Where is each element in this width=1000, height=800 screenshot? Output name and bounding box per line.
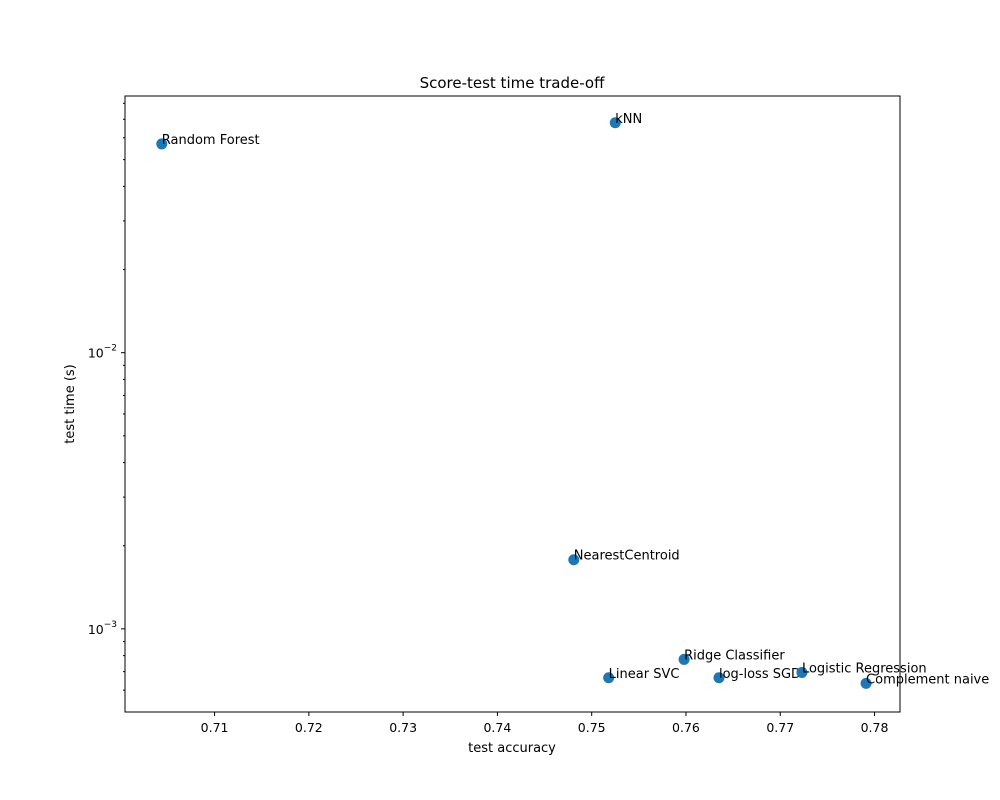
x-tick-label: 0.73 [389, 720, 417, 735]
data-point [678, 653, 690, 665]
data-point [568, 554, 580, 566]
data-point-label: Linear SVC [609, 667, 680, 682]
data-point [713, 672, 725, 684]
data-point [860, 677, 872, 689]
chart-title: Score-test time trade-off [420, 74, 606, 92]
x-tick-label: 0.71 [201, 720, 229, 735]
x-tick-label: 0.78 [861, 720, 889, 735]
data-point-label: kNN [615, 112, 642, 127]
y-tick-label: 10−3 [88, 620, 117, 637]
plot-frame [124, 95, 901, 713]
x-axis-ticks: 0.71 0.72 0.73 0.74 0.75 0.76 0.77 0.78 [201, 712, 889, 735]
y-axis-label: test time (s) [63, 364, 78, 444]
y-axis-ticks: 10−3 10−2 [88, 102, 125, 691]
x-tick-label: 0.72 [295, 720, 323, 735]
data-point-label: Random Forest [162, 133, 260, 148]
data-point-label: Complement naive [866, 672, 989, 687]
data-point-label: log-loss SGD [719, 667, 801, 682]
data-point-label: NearestCentroid [574, 549, 680, 564]
x-tick-label: 0.77 [766, 720, 794, 735]
y-tick-label: 10−2 [88, 344, 117, 361]
data-point-label: Ridge Classifier [684, 648, 785, 663]
data-points: Random Forest kNN NearestCentroid Ridge Cla… [156, 112, 989, 689]
x-tick-label: 0.76 [672, 720, 700, 735]
x-tick-label: 0.74 [483, 720, 511, 735]
x-axis-label: test accuracy [468, 741, 556, 756]
data-point [603, 672, 615, 684]
data-point [796, 667, 808, 679]
x-tick-label: 0.75 [578, 720, 606, 735]
data-point [609, 117, 621, 129]
data-point [156, 138, 168, 150]
data-point-label: Logistic Regression [802, 662, 927, 677]
